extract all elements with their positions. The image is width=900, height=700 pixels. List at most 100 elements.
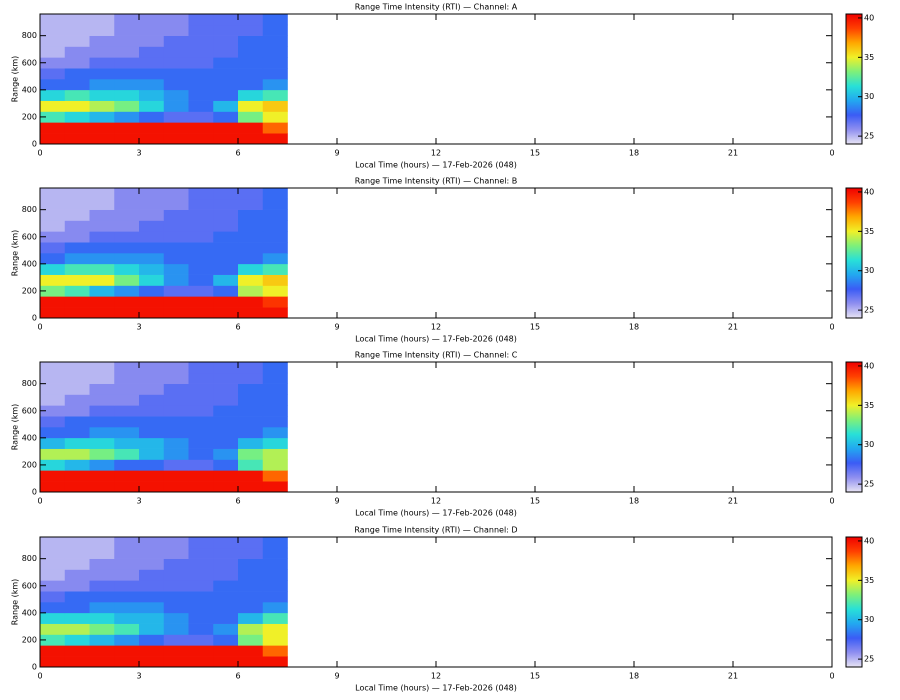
heatmap-cell [114,591,140,603]
heatmap-cell [213,612,239,624]
heatmap-cell [213,296,239,308]
heatmap-cell [89,481,115,493]
heatmap-cell [89,100,115,112]
heatmap-cell [64,46,90,58]
heatmap-cell [188,645,214,657]
x-tick-label: 18 [629,323,639,332]
heatmap-cell [163,209,189,221]
colorbar-tick-label: 25 [864,306,874,315]
heatmap-cell [89,470,115,482]
heatmap-cell [139,220,165,232]
heatmap-cell [188,89,214,101]
x-tick-label: 9 [334,497,339,506]
heatmap-cell [213,656,239,668]
x-tick-label: 21 [728,672,738,681]
heatmap-cell [188,188,214,200]
heatmap-cell [64,274,90,286]
heatmap-cell [64,405,90,417]
heatmap-cell [89,79,115,91]
heatmap-cell [64,591,90,603]
heatmap-cell [238,188,264,200]
x-tick-label: 0 [37,323,42,332]
y-tick-label: 600 [22,58,37,67]
heatmap-cell [213,263,239,275]
heatmap-cell [188,612,214,624]
heatmap-cell [238,405,264,417]
heatmap-cell [262,24,288,36]
colorbar [845,536,863,668]
heatmap-cell [238,274,264,286]
heatmap-cell [40,242,66,254]
heatmap-cell [238,24,264,36]
heatmap-cell [89,634,115,646]
heatmap-cell [188,242,214,254]
heatmap-cell [262,35,288,47]
heatmap-cell [139,296,165,308]
heatmap-cell [64,558,90,570]
heatmap-cell [40,405,66,417]
y-tick-label: 400 [22,433,37,442]
heatmap-cell [139,46,165,58]
heatmap-cell [89,274,115,286]
heatmap-cell [40,602,66,614]
heatmap-cell [64,416,90,428]
heatmap-cell [262,569,288,581]
heatmap-cell [163,558,189,570]
heatmap-cell [114,569,140,581]
heatmap-cell [40,68,66,80]
heatmap-cell [188,591,214,603]
heatmap-cell [89,57,115,69]
heatmap-cell [40,89,66,101]
heatmap-cell [114,394,140,406]
heatmap-cell [139,405,165,417]
heatmap-cell [64,89,90,101]
heatmap-cell [262,591,288,603]
heatmap-cell [114,296,140,308]
heatmap-cell [163,602,189,614]
heatmap-cell [114,307,140,319]
heatmap-cell [188,274,214,286]
heatmap-cell [64,100,90,112]
heatmap-cell [188,569,214,581]
heatmap-cell [238,307,264,319]
heatmap-cell [238,68,264,80]
heatmap-cell [139,263,165,275]
heatmap-cell [163,437,189,449]
x-tick-label: 6 [235,149,240,158]
heatmap-cell [64,242,90,254]
heatmap-cell [213,274,239,286]
heatmap-cell [188,383,214,395]
heatmap-cell [163,569,189,581]
x-tick-label: 15 [530,672,540,681]
heatmap-cell [238,481,264,493]
heatmap-cell [262,537,288,549]
heatmap-cell [188,634,214,646]
heatmap-cell [40,14,66,26]
y-tick-label: 800 [22,379,37,388]
heatmap-cell [114,57,140,69]
heatmap-cell [139,14,165,26]
heatmap-cell [139,481,165,493]
heatmap-cell [64,634,90,646]
heatmap-cell [139,111,165,123]
heatmap-cell [163,122,189,134]
colorbar-tick-label: 40 [864,13,874,22]
heatmap-cell [64,133,90,145]
heatmap-cell [238,591,264,603]
heatmap-cell [89,580,115,592]
heatmap-cell [188,394,214,406]
heatmap-cell [262,231,288,243]
heatmap-cell [40,558,66,570]
y-axis-label: Range (km) [11,230,20,277]
heatmap-cell [40,133,66,145]
heatmap-cell [188,46,214,58]
heatmap-cell [40,296,66,308]
heatmap-cell [188,14,214,26]
heatmap-cell [213,220,239,232]
heatmap-cell [163,656,189,668]
heatmap-cell [262,416,288,428]
heatmap-cell [238,35,264,47]
heatmap-cell [89,111,115,123]
heatmap-cell [188,580,214,592]
heatmap-cell [163,372,189,384]
